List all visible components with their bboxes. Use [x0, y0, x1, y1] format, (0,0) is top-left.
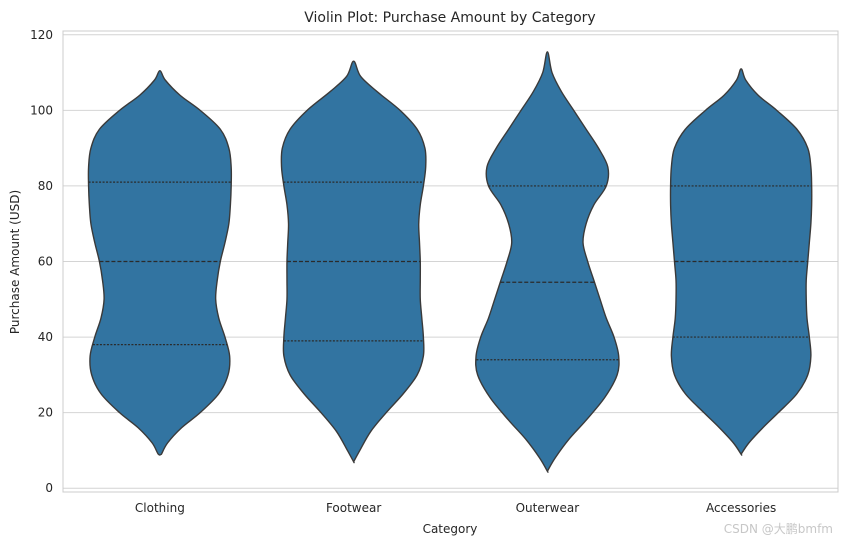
violin-outerwear	[475, 51, 620, 473]
x-tick-label: Clothing	[135, 501, 185, 515]
y-tick-label: 40	[38, 330, 53, 344]
x-tick-label: Outerwear	[516, 501, 580, 515]
violins	[87, 51, 813, 473]
y-tick-labels: 0 20 40 60 80 100 120	[30, 28, 53, 495]
y-tick-label: 20	[38, 406, 53, 420]
x-tick-label: Accessories	[706, 501, 776, 515]
watermark: CSDN @大鹏bmfm	[723, 522, 833, 536]
y-tick-label: 80	[38, 179, 53, 193]
x-tick-labels: Clothing Footwear Outerwear Accessories	[135, 501, 776, 515]
x-tick-label: Footwear	[326, 501, 381, 515]
chart-title: Violin Plot: Purchase Amount by Category	[304, 10, 595, 26]
y-tick-label: 0	[45, 481, 53, 495]
x-axis-label: Category	[423, 522, 478, 536]
y-tick-label: 120	[30, 28, 53, 42]
y-tick-label: 100	[30, 103, 53, 117]
violin-clothing	[87, 69, 233, 456]
y-tick-label: 60	[38, 255, 53, 269]
y-axis-label: Purchase Amount (USD)	[8, 190, 22, 334]
plot-frame	[62, 30, 839, 493]
